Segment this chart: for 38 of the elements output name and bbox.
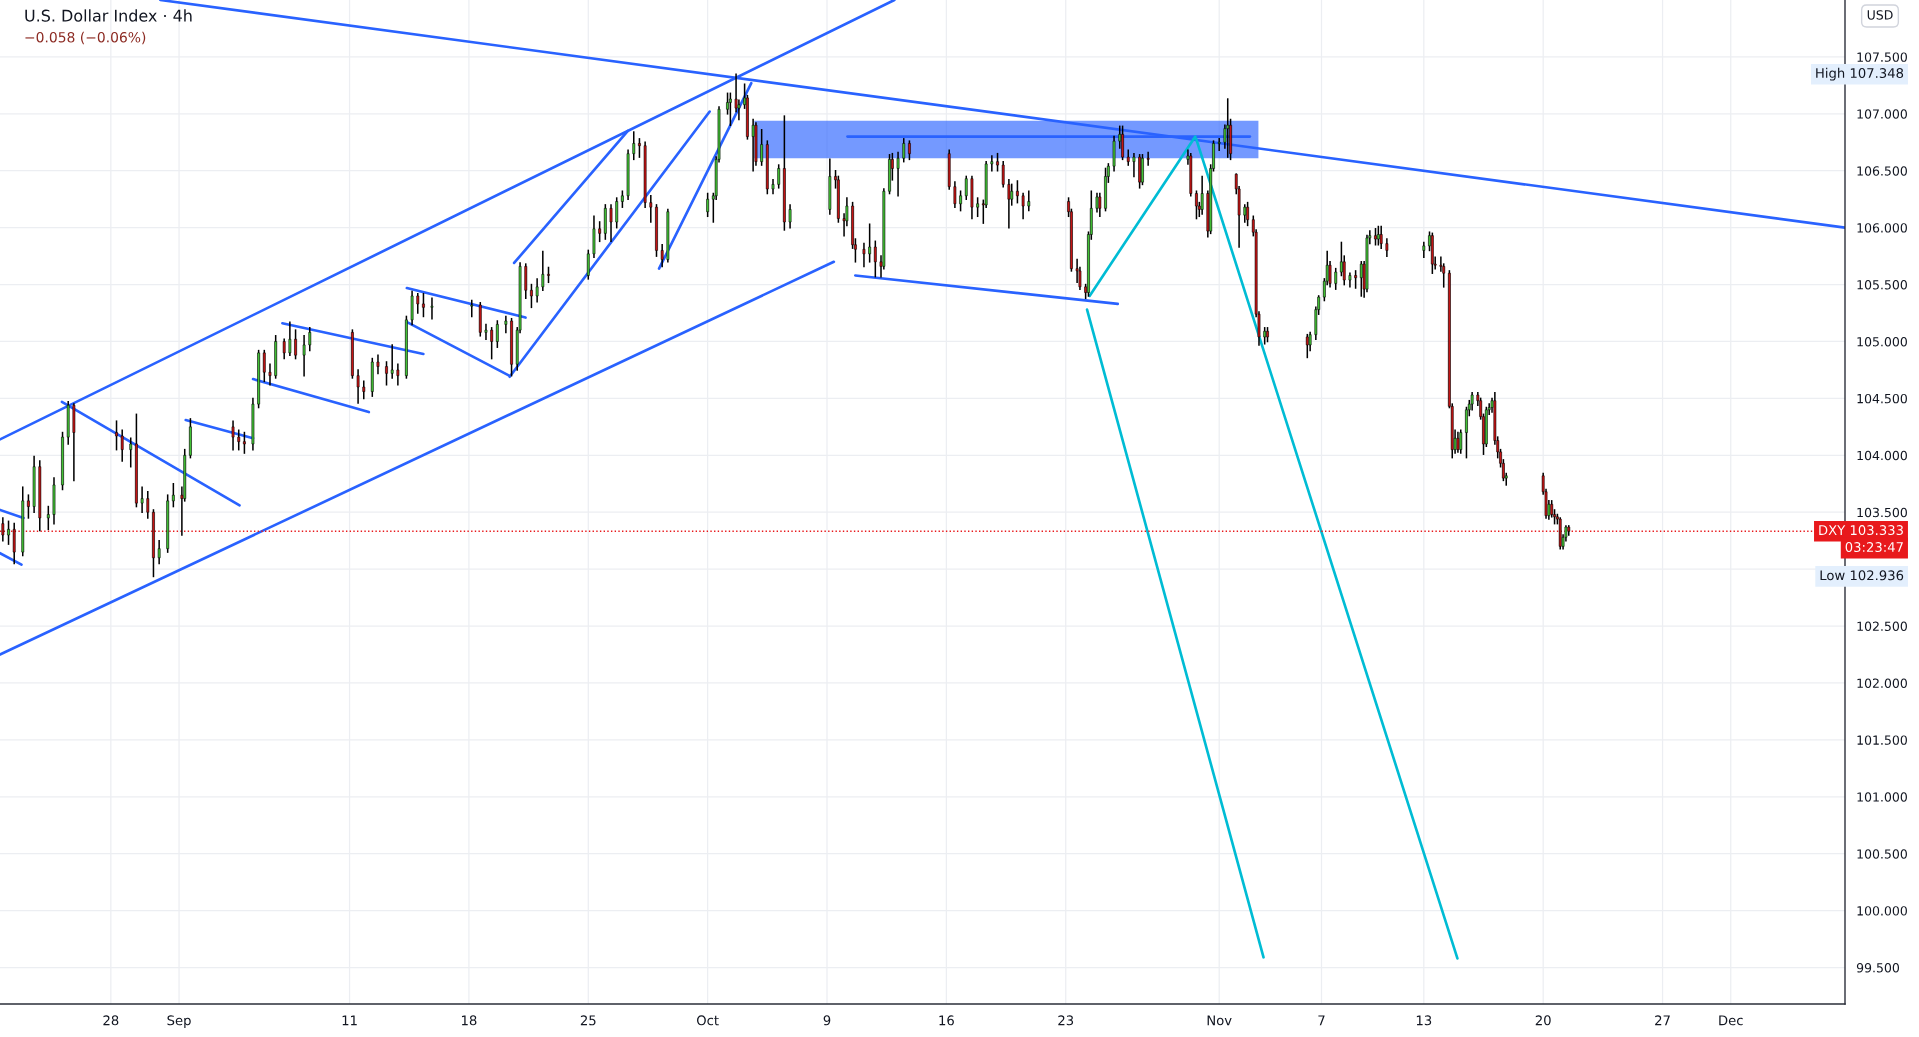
y-tick-label: 104.000: [1857, 450, 1907, 461]
annotation: High 107.348: [1816, 67, 1904, 81]
text: 03:23:47: [1845, 542, 1903, 553]
x-tick-label: Oct: [696, 1015, 719, 1026]
y-tick-label: 102.000: [1857, 678, 1907, 688]
y-tick-label: 106.000: [1857, 223, 1907, 233]
y-tick-label: 105.500: [1857, 280, 1907, 290]
y-tick-label: 99.500: [1856, 963, 1900, 973]
y-tick-label: 103.500: [1857, 507, 1907, 518]
y-tick-label: 105.000: [1857, 336, 1907, 347]
y-tick-label: 101.000: [1857, 792, 1907, 802]
x-tick-label: 27: [1655, 1015, 1670, 1026]
x-tick-label: Sep: [167, 1015, 191, 1028]
x-tick-label: 13: [1416, 1015, 1432, 1026]
y-tick-label: 100.000: [1857, 906, 1907, 916]
x-tick-label: 7: [1318, 1015, 1325, 1026]
annotation: Low 102.936: [1820, 570, 1904, 581]
x-tick-label: 16: [939, 1015, 954, 1026]
text: −0.058 (−0.06%): [25, 31, 146, 45]
y-tick-label: 106.500: [1857, 166, 1907, 176]
x-tick-label: 25: [580, 1015, 596, 1026]
chart-title: U.S. Dollar Index · 4h: [25, 9, 192, 22]
x-tick-label: 23: [1058, 1015, 1074, 1026]
y-tick-label: 102.500: [1857, 621, 1907, 631]
y-tick-label: 104.500: [1857, 393, 1907, 404]
ref-line-label: DXY 103.333: [1819, 525, 1903, 536]
x-tick-label: Dec: [1719, 1015, 1743, 1026]
y-tick-label: 107.500: [1857, 52, 1907, 62]
x-tick-label: 18: [461, 1015, 477, 1026]
x-tick-label: 11: [342, 1015, 357, 1026]
x-tick-label: 20: [1535, 1015, 1551, 1026]
y-tick-label: 107.000: [1857, 109, 1907, 119]
y-tick-label: 101.500: [1857, 735, 1907, 745]
x-tick-label: 28: [103, 1015, 119, 1026]
x-tick-label: 9: [823, 1015, 831, 1026]
y-tick-label: 100.500: [1857, 849, 1907, 859]
text: USD: [1867, 10, 1893, 20]
x-tick-label: Nov: [1207, 1015, 1232, 1026]
